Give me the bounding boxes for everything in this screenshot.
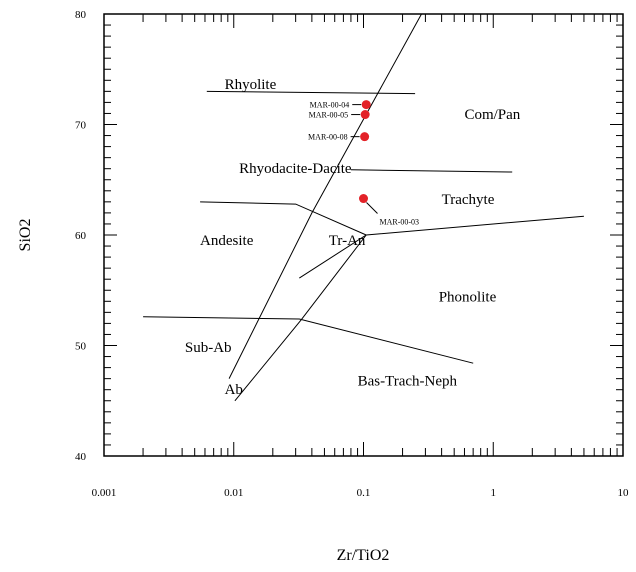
field-label: Rhyodacite-Dacite <box>239 161 352 177</box>
x-tick-labels: 0.001 0.01 0.1 1 10 <box>92 487 629 499</box>
data-point <box>360 132 370 142</box>
field-boundary-line <box>299 215 584 279</box>
field-boundary-line <box>350 169 513 173</box>
x-axis-label: Zr/TiO2 <box>337 547 390 564</box>
field-label: Trachyte <box>442 192 495 208</box>
y-tick-label: 50 <box>75 341 87 353</box>
field-boundaries <box>143 13 584 402</box>
minor-ticks <box>104 14 623 456</box>
y-axis-label: SiO2 <box>17 219 34 252</box>
x-tick-label: 1 <box>491 487 497 499</box>
field-labels: Rhyolite Com/Pan Rhyodacite-Dacite Trachyte… <box>185 77 521 398</box>
x-tick-label: 0.001 <box>92 487 117 499</box>
sample-label: MAR-00-04 <box>310 101 350 110</box>
y-tick-label: 40 <box>75 451 87 463</box>
y-tick-label: 70 <box>75 120 87 132</box>
data-point <box>359 194 368 204</box>
y-tick-labels: 40 50 60 70 80 <box>75 9 87 463</box>
x-tick-label: 10 <box>618 487 630 499</box>
x-tick-label: 0.1 <box>357 487 371 499</box>
y-tick-label: 80 <box>75 9 87 21</box>
sample-label: MAR-00-08 <box>308 133 348 142</box>
field-label: Phonolite <box>439 289 497 305</box>
field-label: Sub-Ab <box>185 340 232 356</box>
field-boundary-line <box>206 90 416 95</box>
major-ticks <box>103 13 624 457</box>
field-label: Andesite <box>200 233 254 249</box>
field-boundary-line <box>143 316 474 364</box>
field-boundary-line <box>228 13 422 379</box>
sample-label: MAR-00-05 <box>309 111 349 120</box>
field-boundary-line <box>234 234 367 402</box>
field-label: Rhyolite <box>225 77 277 93</box>
y-tick-label: 60 <box>75 230 87 242</box>
data-point <box>361 100 371 110</box>
field-label: Bas-Trach-Neph <box>358 373 458 389</box>
sample-leader-line <box>366 202 378 214</box>
field-label: Com/Pan <box>464 107 520 123</box>
data-point <box>360 110 370 120</box>
field-label: Ab <box>225 382 243 398</box>
x-tick-label: 0.01 <box>224 487 243 499</box>
field-boundary-line <box>200 201 367 236</box>
field-label: Tr-An <box>329 233 366 249</box>
sample-label: MAR-00-03 <box>380 218 420 227</box>
